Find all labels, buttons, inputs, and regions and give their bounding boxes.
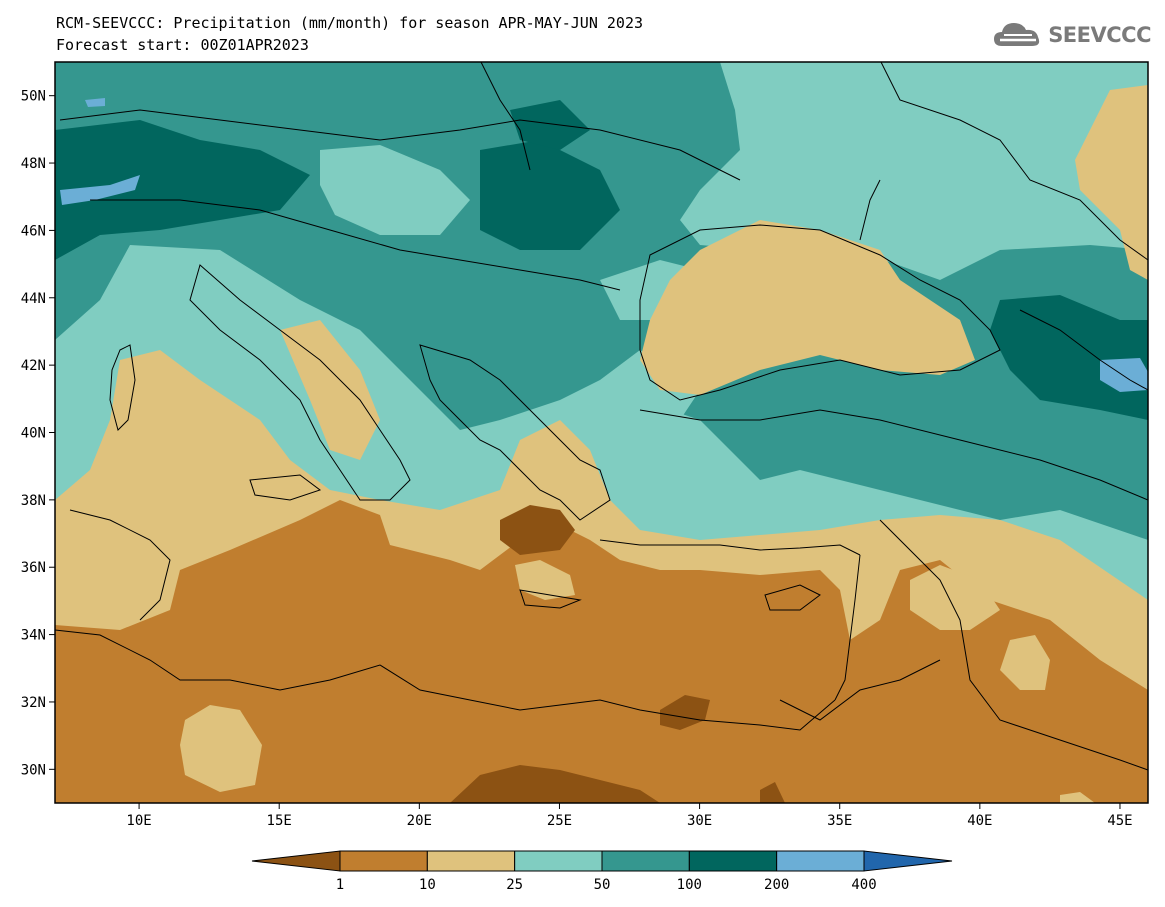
lon-tick-label: 15E xyxy=(267,813,292,829)
lat-tick-label: 46N xyxy=(21,223,46,239)
colorbar-label: 100 xyxy=(677,877,702,893)
logo-text: SEEVCCC xyxy=(1048,23,1151,47)
colorbar-min-triangle xyxy=(251,850,341,872)
lon-tick-label: 10E xyxy=(126,813,151,829)
lon-tick-label: 25E xyxy=(547,813,572,829)
colorbar-max-triangle xyxy=(863,850,953,872)
lat-tick-label: 44N xyxy=(21,291,46,307)
latitude-axis: 50N 48N 46N 44N 42N 40N 38N 36N 34N 32N 30N xyxy=(21,89,55,778)
lat-tick-label: 48N xyxy=(21,156,46,172)
lon-tick-label: 30E xyxy=(687,813,712,829)
colorbar: 1 10 25 50 100 200 400 xyxy=(251,850,953,893)
lon-tick-label: 35E xyxy=(827,813,852,829)
colorbar-swatch xyxy=(688,850,778,872)
colorbar-label: 200 xyxy=(764,877,789,893)
lon-tick-label: 20E xyxy=(407,813,432,829)
precipitation-field xyxy=(55,62,1148,803)
lon-tick-label: 40E xyxy=(967,813,992,829)
lat-tick-label: 40N xyxy=(21,426,46,442)
colorbar-swatch xyxy=(514,850,603,872)
lon-tick-label: 45E xyxy=(1107,813,1132,829)
longitude-axis: 10E 15E 20E 25E 30E 35E 40E 45E xyxy=(126,803,1133,829)
lat-tick-label: 32N xyxy=(21,695,46,711)
colorbar-swatch xyxy=(601,850,690,872)
colorbar-swatch xyxy=(339,850,428,872)
lat-tick-label: 50N xyxy=(21,89,46,105)
colorbar-swatch xyxy=(426,850,516,872)
forecast-start-label: Forecast start: 00Z01APR2023 xyxy=(56,36,309,54)
coastlines xyxy=(55,62,1148,771)
lat-tick-label: 30N xyxy=(21,762,46,778)
lat-tick-label: 38N xyxy=(21,493,46,509)
lat-tick-label: 42N xyxy=(21,358,46,374)
seevccc-logo: SEEVCCC xyxy=(992,20,1151,50)
map-title: RCM-SEEVCCC: Precipitation (mm/month) fo… xyxy=(56,14,643,32)
cloud-icon xyxy=(994,23,1040,46)
colorbar-swatch xyxy=(776,850,865,872)
colorbar-label: 1 xyxy=(336,877,344,893)
lat-tick-label: 36N xyxy=(21,560,46,576)
lat-tick-label: 34N xyxy=(21,628,46,644)
colorbar-label: 400 xyxy=(851,877,876,893)
colorbar-label: 10 xyxy=(419,877,436,893)
colorbar-label: 50 xyxy=(594,877,611,893)
colorbar-label: 25 xyxy=(506,877,523,893)
